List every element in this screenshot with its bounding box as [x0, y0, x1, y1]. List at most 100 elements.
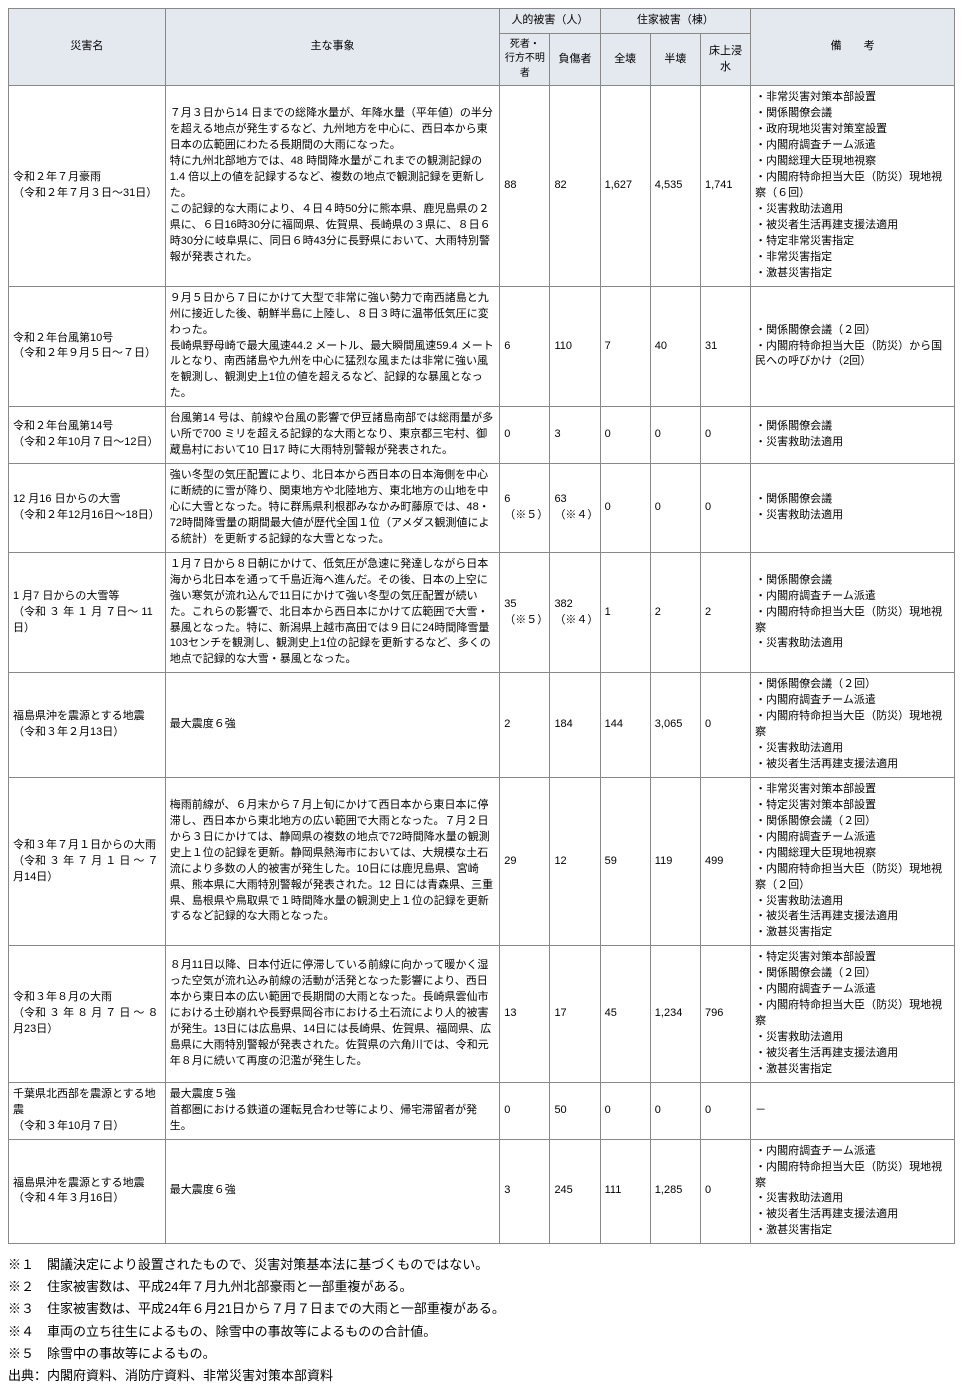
cell-notes: ・関係閣僚会議 ・災害救助法適用: [751, 464, 955, 553]
col-injured: 負傷者: [550, 33, 600, 86]
cell-injured: 382 （※４）: [550, 552, 600, 673]
col-zenkai: 全壊: [600, 33, 650, 86]
cell-notes: ・関係閣僚会議 ・内閣府調査チーム派遣 ・内閣府特命担当大臣（防災）現地視察 ・…: [751, 552, 955, 673]
cell-hankai: 1,234: [650, 946, 700, 1083]
cell-hankai: 3,065: [650, 673, 700, 778]
cell-event: ７月３日から14 日までの総降水量が、年降水量（平年値）の半分を超える地点が発生…: [165, 86, 499, 286]
cell-zenkai: 144: [600, 673, 650, 778]
table-row: 福島県沖を震源とする地震 （令和３年２月13日）最大震度６強21841443,0…: [9, 673, 955, 778]
cell-notes: ・関係閣僚会議 ・災害救助法適用: [751, 407, 955, 464]
cell-injured: 12: [550, 777, 600, 945]
cell-name: 12 月16 日からの大雪 （令和２年12月16日～18日）: [9, 464, 166, 553]
cell-name: 千葉県北西部を震源とする地震 （令和３年10月７日）: [9, 1082, 166, 1139]
table-row: 12 月16 日からの大雪 （令和２年12月16日～18日）強い冬型の気圧配置に…: [9, 464, 955, 553]
cell-notes: ・関係閣僚会議（２回） ・内閣府特命担当大臣（防災）から国民への呼びかけ（2回）: [751, 286, 955, 407]
cell-flood: 0: [700, 1139, 750, 1244]
cell-dead: 0: [500, 1082, 550, 1139]
cell-event: 梅雨前線が、６月末から７月上旬にかけて西日本から東日本に停滞し、西日本から東北地…: [165, 777, 499, 945]
cell-dead: 88: [500, 86, 550, 286]
cell-notes: ・関係閣僚会議（２回） ・内閣府調査チーム派遣 ・内閣府特命担当大臣（防災）現地…: [751, 673, 955, 778]
cell-dead: 6: [500, 286, 550, 407]
table-row: 1 月7 日からの大雪等 （令和 ３ 年 １ 月 ７日～ 11日）１月７日から８…: [9, 552, 955, 673]
cell-event: 最大震度６強: [165, 673, 499, 778]
cell-injured: 184: [550, 673, 600, 778]
col-house: 住家被害（棟）: [600, 9, 751, 34]
cell-name: 令和２年台風第10号 （令和２年９月５日～７日）: [9, 286, 166, 407]
disaster-table: 災害名 主な事象 人的被害（人） 住家被害（棟） 備 考 死者・ 行方不明者 負…: [8, 8, 955, 1244]
cell-name: 1 月7 日からの大雪等 （令和 ３ 年 １ 月 ７日～ 11日）: [9, 552, 166, 673]
cell-injured: 17: [550, 946, 600, 1083]
col-dead: 死者・ 行方不明者: [500, 33, 550, 86]
cell-event: 最大震度６強: [165, 1139, 499, 1244]
cell-flood: 796: [700, 946, 750, 1083]
cell-injured: 50: [550, 1082, 600, 1139]
cell-dead: 2: [500, 673, 550, 778]
table-row: 令和３年８月の大雨 （令和 ３ 年 ８ 月 ７ 日 ～ ８ 月23日）８月11日…: [9, 946, 955, 1083]
cell-notes: ・非常災害対策本部設置 ・特定災害対策本部設置 ・関係閣僚会議（２回） ・内閣府…: [751, 777, 955, 945]
col-event: 主な事象: [165, 9, 499, 86]
cell-injured: 63 （※４）: [550, 464, 600, 553]
col-flood: 床上浸水: [700, 33, 750, 86]
table-header: 災害名 主な事象 人的被害（人） 住家被害（棟） 備 考 死者・ 行方不明者 負…: [9, 9, 955, 86]
cell-flood: 31: [700, 286, 750, 407]
cell-name: 令和３年７月１日からの大雨 （令和 ３ 年 ７ 月 １ 日 ～ ７ 月14日）: [9, 777, 166, 945]
col-human: 人的被害（人）: [500, 9, 600, 34]
footnotes: ※１ 閣議決定により設置されたもので、災害対策基本法に基づくものではない。※２ …: [8, 1254, 955, 1387]
cell-event: ９月５日から７日にかけて大型で非常に強い勢力で南西諸島と九州に接近した後、朝鮮半…: [165, 286, 499, 407]
cell-event: １月７日から８日朝にかけて、低気圧が急速に発達しながら日本海から北日本を通って千…: [165, 552, 499, 673]
cell-flood: 0: [700, 464, 750, 553]
cell-injured: 110: [550, 286, 600, 407]
cell-event: 最大震度５強 首都圏における鉄道の運転見合わせ等により、帰宅滞留者が発生。: [165, 1082, 499, 1139]
col-note: 備 考: [751, 9, 955, 86]
cell-zenkai: 7: [600, 286, 650, 407]
table-row: 令和２年台風第10号 （令和２年９月５日～７日）９月５日から７日にかけて大型で非…: [9, 286, 955, 407]
cell-event: 台風第14 号は、前線や台風の影響で伊豆諸島南部では総雨量が多い所で700 ミリ…: [165, 407, 499, 464]
cell-dead: 13: [500, 946, 550, 1083]
cell-notes: ・特定災害対策本部設置 ・関係閣僚会議（２回） ・内閣府調査チーム派遣 ・内閣府…: [751, 946, 955, 1083]
cell-notes: ・内閣府調査チーム派遣 ・内閣府特命担当大臣（防災）現地視察 ・災害救助法適用 …: [751, 1139, 955, 1244]
cell-zenkai: 0: [600, 407, 650, 464]
cell-event: ８月11日以降、日本付近に停滞している前線に向かって暖かく湿った空気が流れ込み前…: [165, 946, 499, 1083]
cell-dead: 29: [500, 777, 550, 945]
table-row: 千葉県北西部を震源とする地震 （令和３年10月７日）最大震度５強 首都圏における…: [9, 1082, 955, 1139]
cell-flood: 2: [700, 552, 750, 673]
table-row: 令和３年７月１日からの大雨 （令和 ３ 年 ７ 月 １ 日 ～ ７ 月14日）梅…: [9, 777, 955, 945]
cell-zenkai: 45: [600, 946, 650, 1083]
table-row: 令和２年７月豪雨 （令和２年７月３日～31日）７月３日から14 日までの総降水量…: [9, 86, 955, 286]
cell-hankai: 0: [650, 1082, 700, 1139]
cell-zenkai: 59: [600, 777, 650, 945]
cell-dead: 35 （※５）: [500, 552, 550, 673]
footnote-line: ※２ 住家被害数は、平成24年７月九州北部豪雨と一部重複がある。: [8, 1276, 955, 1298]
cell-name: 令和３年８月の大雨 （令和 ３ 年 ８ 月 ７ 日 ～ ８ 月23日）: [9, 946, 166, 1083]
cell-name: 福島県沖を震源とする地震 （令和４年３月16日）: [9, 1139, 166, 1244]
cell-hankai: 40: [650, 286, 700, 407]
footnote-line: 出典：内閣府資料、消防庁資料、非常災害対策本部資料: [8, 1365, 955, 1387]
cell-zenkai: 1,627: [600, 86, 650, 286]
cell-notes: －: [751, 1082, 955, 1139]
cell-zenkai: 0: [600, 1082, 650, 1139]
cell-zenkai: 0: [600, 464, 650, 553]
cell-zenkai: 1: [600, 552, 650, 673]
cell-dead: 6 （※５）: [500, 464, 550, 553]
footnote-line: ※４ 車両の立ち往生によるもの、除雪中の事故等によるものの合計値。: [8, 1321, 955, 1343]
cell-hankai: 1,285: [650, 1139, 700, 1244]
cell-event: 強い冬型の気圧配置により、北日本から西日本の日本海側を中心に断続的に雪が降り、関…: [165, 464, 499, 553]
footnote-line: ※５ 除雪中の事故等によるもの。: [8, 1343, 955, 1365]
cell-notes: ・非常災害対策本部設置 ・関係閣僚会議 ・政府現地災害対策室設置 ・内閣府調査チ…: [751, 86, 955, 286]
cell-hankai: 4,535: [650, 86, 700, 286]
col-name: 災害名: [9, 9, 166, 86]
cell-injured: 3: [550, 407, 600, 464]
footnote-line: ※３ 住家被害数は、平成24年６月21日から７月７日までの大雨と一部重複がある。: [8, 1298, 955, 1320]
cell-name: 令和２年台風第14号 （令和２年10月７日～12日）: [9, 407, 166, 464]
cell-injured: 245: [550, 1139, 600, 1244]
cell-hankai: 2: [650, 552, 700, 673]
cell-dead: 0: [500, 407, 550, 464]
cell-hankai: 119: [650, 777, 700, 945]
col-hankai: 半壊: [650, 33, 700, 86]
cell-hankai: 0: [650, 464, 700, 553]
table-row: 令和２年台風第14号 （令和２年10月７日～12日）台風第14 号は、前線や台風…: [9, 407, 955, 464]
cell-name: 令和２年７月豪雨 （令和２年７月３日～31日）: [9, 86, 166, 286]
cell-flood: 0: [700, 673, 750, 778]
cell-dead: 3: [500, 1139, 550, 1244]
cell-flood: 499: [700, 777, 750, 945]
